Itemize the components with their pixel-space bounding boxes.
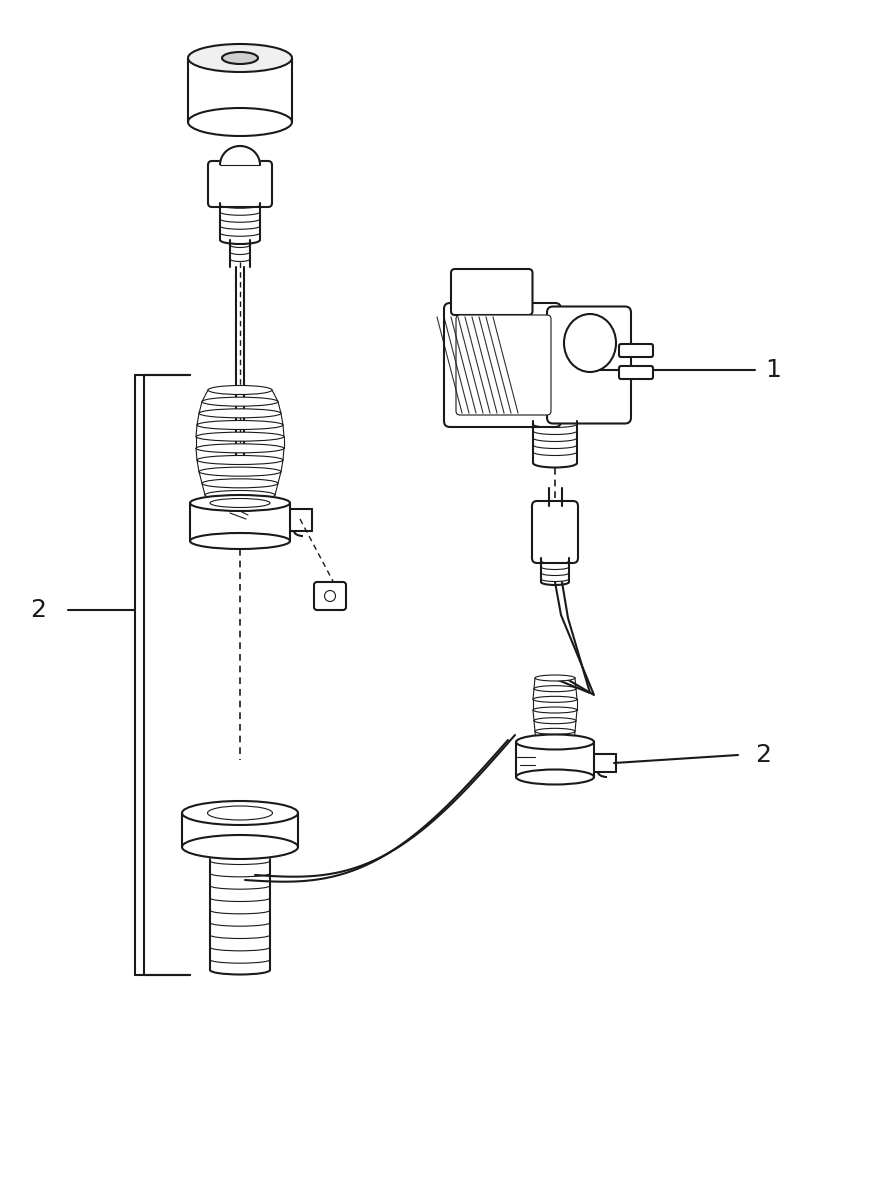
FancyBboxPatch shape — [450, 269, 532, 314]
Bar — [516, 742, 594, 778]
FancyBboxPatch shape — [455, 314, 550, 415]
Ellipse shape — [190, 533, 290, 550]
Ellipse shape — [207, 385, 272, 395]
Ellipse shape — [533, 718, 575, 724]
Circle shape — [324, 590, 335, 601]
Ellipse shape — [534, 674, 574, 680]
Ellipse shape — [516, 734, 594, 750]
Bar — [182, 814, 298, 847]
Ellipse shape — [196, 432, 284, 442]
Bar — [212, 164, 268, 203]
FancyBboxPatch shape — [547, 306, 630, 424]
Ellipse shape — [563, 314, 615, 372]
Ellipse shape — [532, 696, 577, 702]
Ellipse shape — [202, 397, 277, 406]
Ellipse shape — [516, 769, 594, 785]
Ellipse shape — [197, 456, 283, 464]
FancyBboxPatch shape — [532, 502, 578, 563]
Ellipse shape — [210, 498, 269, 508]
Ellipse shape — [188, 44, 291, 72]
Text: 2: 2 — [30, 598, 46, 622]
Text: 1: 1 — [764, 358, 780, 382]
Ellipse shape — [222, 52, 258, 64]
Ellipse shape — [535, 739, 573, 745]
Ellipse shape — [207, 806, 272, 820]
Bar — [190, 503, 290, 541]
Ellipse shape — [532, 707, 577, 713]
Ellipse shape — [188, 108, 291, 136]
Ellipse shape — [198, 467, 281, 476]
FancyBboxPatch shape — [618, 344, 652, 358]
FancyBboxPatch shape — [444, 304, 560, 427]
Ellipse shape — [182, 835, 298, 859]
Ellipse shape — [534, 728, 574, 734]
Ellipse shape — [190, 494, 290, 511]
Ellipse shape — [533, 685, 575, 691]
FancyBboxPatch shape — [314, 582, 346, 610]
Ellipse shape — [197, 420, 283, 430]
Wedge shape — [220, 145, 260, 164]
Text: 2: 2 — [754, 743, 770, 767]
Ellipse shape — [202, 479, 277, 488]
Ellipse shape — [182, 802, 298, 826]
FancyBboxPatch shape — [207, 161, 272, 206]
Ellipse shape — [205, 491, 275, 499]
Ellipse shape — [198, 409, 281, 418]
Ellipse shape — [196, 444, 284, 452]
Bar — [188, 58, 291, 122]
FancyBboxPatch shape — [618, 366, 652, 379]
